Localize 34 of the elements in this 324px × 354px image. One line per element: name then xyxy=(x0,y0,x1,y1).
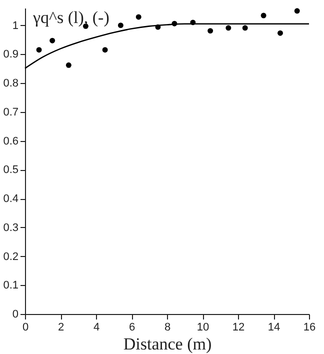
y-tick-label: 0 xyxy=(12,308,18,320)
point xyxy=(118,22,124,28)
y-tick-label: 0.5 xyxy=(3,164,18,176)
y-tick-label: 0.8 xyxy=(3,78,18,90)
x-tick-label: 10 xyxy=(196,322,210,334)
x-tick-label: 12 xyxy=(232,322,245,334)
point xyxy=(50,38,56,44)
x-tick-label: 4 xyxy=(93,322,100,334)
point xyxy=(136,14,142,20)
y-tick-label: 0.4 xyxy=(3,193,18,206)
x-tick-label: 16 xyxy=(303,322,316,334)
x-tick-label: 8 xyxy=(164,322,171,334)
y-tick-label: 0.1 xyxy=(3,280,18,292)
x-tick-label: 14 xyxy=(268,322,280,334)
y-tick-label: 1 xyxy=(12,20,18,32)
x-tick-label: 0 xyxy=(22,322,29,334)
point xyxy=(294,8,300,14)
y-axis-title: γq^s (l), (-) xyxy=(32,8,110,27)
point xyxy=(260,12,266,18)
point xyxy=(278,30,283,36)
y-tick-label: 0.2 xyxy=(3,250,18,263)
y-tick-label: 0.7 xyxy=(3,106,18,118)
x-tick-label: 6 xyxy=(128,322,136,334)
x-tick-label: 2 xyxy=(58,322,64,334)
point xyxy=(102,47,108,53)
point xyxy=(242,25,248,31)
y-tick-label: 0.9 xyxy=(3,48,18,61)
point xyxy=(226,25,232,31)
x-axis-title: Distance (m) xyxy=(123,334,212,354)
point xyxy=(66,62,72,68)
y-tick-label: 0.3 xyxy=(3,222,18,234)
y-tick-label: 0.6 xyxy=(3,135,18,148)
point xyxy=(36,47,42,53)
point xyxy=(208,28,214,34)
